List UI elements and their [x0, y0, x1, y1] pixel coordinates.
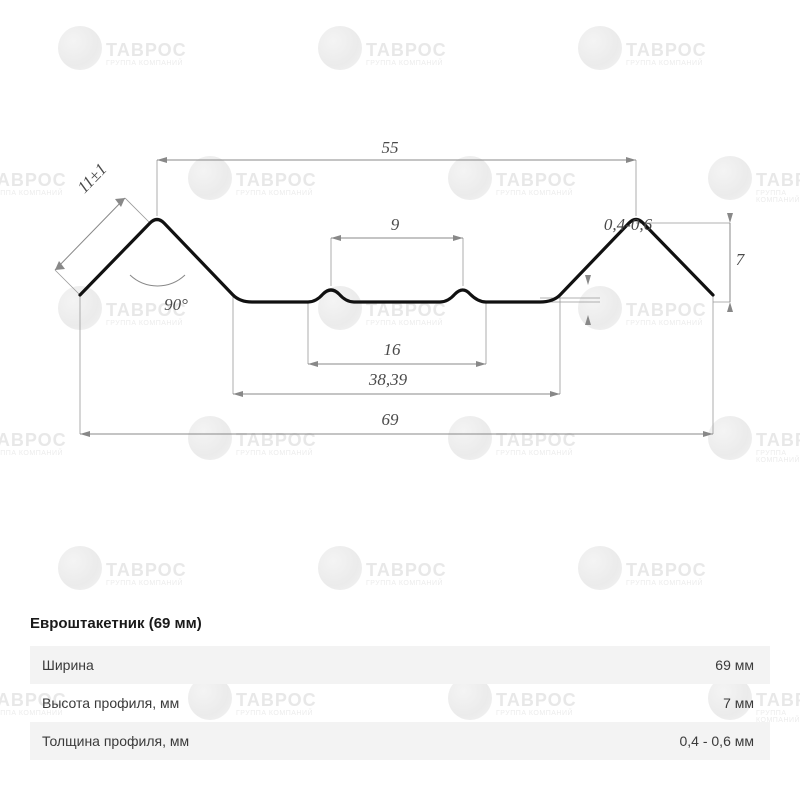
- svg-text:16: 16: [384, 340, 402, 359]
- spec-value: 7 мм: [723, 695, 754, 711]
- svg-text:0,4-0,6: 0,4-0,6: [604, 215, 653, 234]
- spec-table: Евроштакетник (69 мм) Ширина 69 мм Высота …: [30, 615, 770, 760]
- svg-text:7: 7: [736, 250, 746, 269]
- spec-value: 0,4 - 0,6 мм: [679, 733, 754, 749]
- svg-text:69: 69: [382, 410, 400, 429]
- spec-value: 69 мм: [715, 657, 754, 673]
- spec-label: Ширина: [42, 657, 94, 673]
- svg-text:90°: 90°: [164, 295, 188, 314]
- svg-text:55: 55: [382, 138, 399, 157]
- spec-label: Толщина профиля, мм: [42, 733, 189, 749]
- spec-title: Евроштакетник (69 мм): [30, 615, 770, 632]
- spec-row: Ширина 69 мм: [30, 646, 770, 684]
- spec-row: Высота профиля, мм 7 мм: [30, 684, 770, 722]
- svg-text:38,39: 38,39: [368, 370, 408, 389]
- svg-text:9: 9: [391, 215, 400, 234]
- spec-row: Толщина профиля, мм 0,4 - 0,6 мм: [30, 722, 770, 760]
- profile-diagram: 5511±190,4-0,6790°1638,3969: [40, 120, 760, 420]
- svg-text:11±1: 11±1: [74, 160, 111, 197]
- spec-label: Высота профиля, мм: [42, 695, 179, 711]
